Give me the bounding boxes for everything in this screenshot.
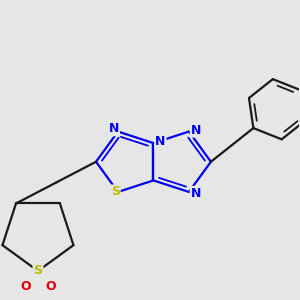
Text: N: N xyxy=(109,122,119,135)
Text: O: O xyxy=(45,280,56,293)
Text: S: S xyxy=(111,185,120,198)
Text: N: N xyxy=(191,124,201,137)
Text: O: O xyxy=(20,280,31,293)
Text: N: N xyxy=(191,187,201,200)
Text: S: S xyxy=(34,265,43,278)
Text: N: N xyxy=(155,135,166,148)
